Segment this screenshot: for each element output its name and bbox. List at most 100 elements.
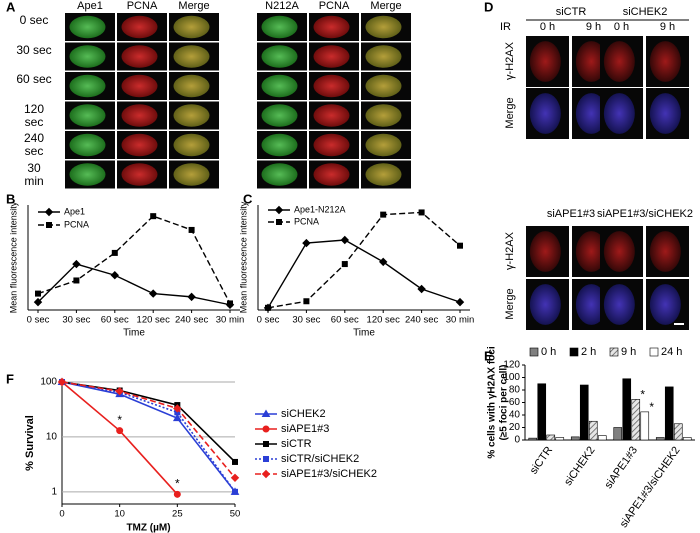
x-tick-label: 10 <box>114 509 125 520</box>
x-tick-label: 30 min <box>446 315 475 326</box>
legend-marker <box>262 425 270 433</box>
marker <box>232 458 238 465</box>
time-label: 0 h <box>540 21 555 33</box>
nucleus <box>365 104 402 127</box>
scale-bar <box>674 323 684 325</box>
panel-label: F <box>6 371 14 386</box>
legend-marker <box>261 409 271 417</box>
nucleus <box>69 15 106 39</box>
nucleus <box>261 74 298 98</box>
group-label: siAPE1#3 <box>547 208 595 220</box>
nucleus <box>261 104 298 127</box>
group-label: siCTR <box>556 6 587 18</box>
legend-marker <box>261 469 271 479</box>
nucleus <box>313 74 350 98</box>
bar <box>588 420 598 441</box>
series-line <box>61 381 236 493</box>
marker <box>115 386 124 396</box>
y-tick-label: 40 <box>509 410 521 421</box>
legend-marker <box>46 222 52 228</box>
marker <box>188 226 195 233</box>
nucleus <box>261 163 298 186</box>
series-line <box>61 381 236 463</box>
row-label: 0 sec <box>19 13 49 27</box>
row-label: 240 sec <box>23 131 45 158</box>
nucleus <box>69 74 106 98</box>
legend-swatch <box>649 347 659 357</box>
y-tick-label: 1 <box>51 486 57 497</box>
marker <box>173 490 181 498</box>
nucleus <box>69 45 106 68</box>
legend-marker <box>263 441 269 447</box>
nucleus <box>69 163 106 186</box>
x-axis-label: Time <box>353 328 375 339</box>
annotation: * <box>175 477 180 491</box>
x-tick-label: 120 sec <box>137 315 171 326</box>
nucleus <box>365 74 402 98</box>
nucleus <box>69 104 106 127</box>
bar <box>546 434 556 441</box>
bar <box>640 411 650 441</box>
nucleus <box>121 133 158 157</box>
bar <box>622 378 632 441</box>
nucleus <box>173 133 210 157</box>
marker <box>148 289 158 298</box>
nucleus <box>261 15 298 39</box>
series-line <box>267 239 461 309</box>
legend-label: 2 h <box>581 346 596 358</box>
marker <box>302 238 311 248</box>
nucleus <box>365 15 402 39</box>
nucleus <box>649 231 681 272</box>
nucleus <box>69 133 106 157</box>
time-label: 0 h <box>614 21 629 33</box>
legend-label: siAPE1#3/siCHEK2 <box>281 468 377 480</box>
nucleus <box>529 41 561 82</box>
nucleus <box>313 133 350 157</box>
column-header: Merge <box>178 0 209 12</box>
nucleus <box>121 74 158 98</box>
bar <box>570 436 580 441</box>
y-tick-label: 10 <box>46 432 58 443</box>
time-label: 9 h <box>660 21 675 33</box>
row-label: Merge <box>504 97 516 128</box>
series-line <box>37 263 231 306</box>
nucleus <box>121 45 158 68</box>
marker <box>227 300 233 307</box>
legend-label: siCHEK2 <box>281 408 326 420</box>
marker <box>33 297 43 307</box>
y-axis-label: % Survival <box>24 415 36 471</box>
nucleus <box>529 284 561 325</box>
nucleus <box>529 93 561 134</box>
x-axis-label: Time <box>123 328 145 339</box>
marker <box>232 488 238 495</box>
legend-swatch <box>569 347 579 357</box>
nucleus <box>173 104 210 127</box>
legend-label: PCNA <box>64 219 89 229</box>
panel-label: C <box>243 191 253 206</box>
nucleus <box>649 284 681 325</box>
row-label: 30 min <box>24 160 44 188</box>
marker <box>57 377 67 387</box>
x-tick-label: 240 sec <box>405 315 439 326</box>
nucleus <box>365 163 402 186</box>
nucleus <box>313 15 350 39</box>
bar <box>613 427 623 441</box>
legend-label: PCNA <box>294 216 319 226</box>
row-label: γ-H2AX <box>504 41 516 80</box>
nucleus <box>603 284 635 325</box>
legend-label: Ape1-N212A <box>294 204 346 214</box>
nucleus <box>575 231 607 272</box>
marker <box>187 292 196 302</box>
nucleus <box>603 41 635 82</box>
x-tick-label: 0 sec <box>257 315 280 326</box>
series-line <box>267 211 461 309</box>
y-tick-label: 0 <box>514 435 520 446</box>
x-tick-label: 50 <box>230 509 241 520</box>
row-label: 60 sec <box>16 72 52 86</box>
nucleus <box>313 45 350 68</box>
marker <box>116 427 124 435</box>
nucleus <box>649 93 681 134</box>
column-header: PCNA <box>127 0 158 12</box>
